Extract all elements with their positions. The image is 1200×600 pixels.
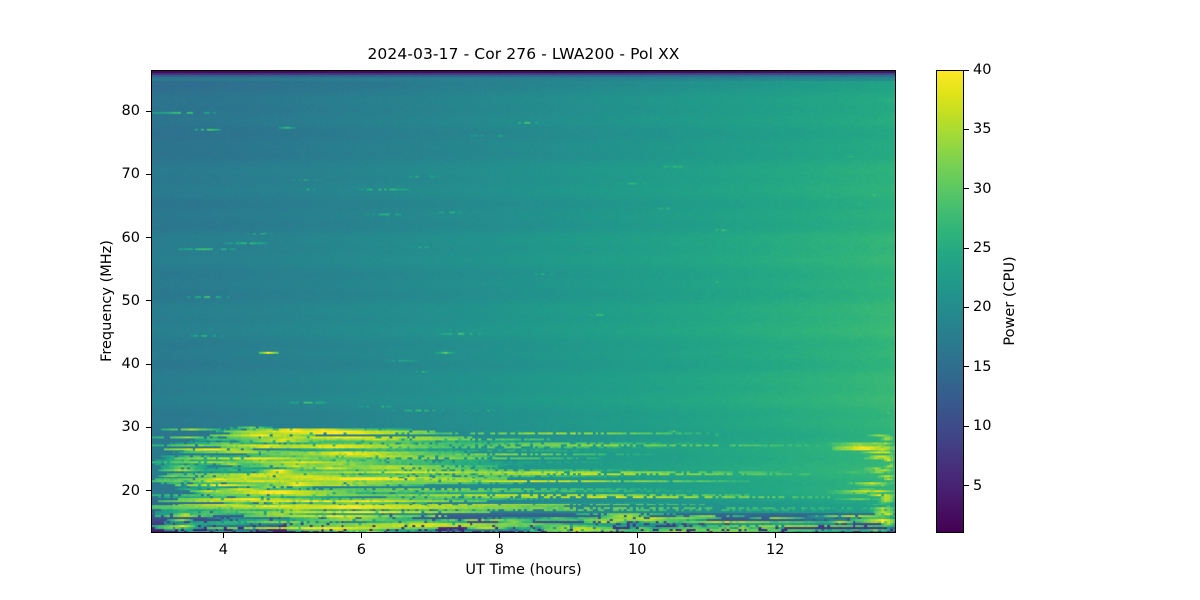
spectrogram-heatmap: [152, 71, 895, 532]
x-axis-label: UT Time (hours): [465, 562, 582, 578]
colorbar-tick-label: 10: [973, 418, 992, 435]
y-tickmark: [146, 110, 151, 112]
colorbar-tickmark: [964, 69, 969, 71]
x-tick-label: 4: [218, 542, 229, 558]
y-tickmark: [146, 490, 151, 492]
colorbar-tick-label: 35: [973, 121, 992, 138]
x-tickmark: [498, 533, 500, 538]
x-tickmark: [774, 533, 776, 538]
x-tickmark: [360, 533, 362, 538]
colorbar-tickmark: [964, 366, 969, 368]
colorbar-tickmark: [964, 247, 969, 249]
colorbar-tick-label: 20: [973, 299, 992, 316]
colorbar[interactable]: [936, 70, 964, 533]
colorbar-tickmark: [964, 306, 969, 309]
colorbar-tick-label: 25: [973, 240, 992, 257]
y-tick-label: 40: [121, 356, 140, 373]
y-tickmark: [146, 237, 151, 239]
colorbar-tickmark: [964, 425, 969, 427]
x-tick-label: 8: [494, 542, 504, 558]
page-title: 2024-03-17 - Cor 276 - LWA200 - Pol XX: [367, 45, 680, 63]
colorbar-tickmark: [964, 188, 969, 190]
y-tick-label: 50: [121, 292, 140, 309]
x-tick-label: 6: [356, 542, 366, 558]
colorbar-tick-label: 5: [973, 477, 983, 494]
y-tick-label: 30: [121, 419, 140, 436]
y-tick-label: 80: [121, 103, 140, 120]
x-tickmark: [636, 533, 638, 538]
colorbar-gradient: [937, 71, 963, 532]
y-tickmark: [146, 363, 151, 365]
colorbar-tick-label: 15: [973, 358, 992, 375]
colorbar-tick-label: 40: [973, 62, 992, 78]
y-tickmark: [146, 426, 151, 428]
y-tick-label: 60: [121, 229, 140, 246]
x-tick-label: 10: [628, 542, 647, 558]
y-tickmark: [146, 173, 151, 175]
y-tickmark: [146, 300, 151, 302]
spectrogram-axes[interactable]: [151, 70, 896, 533]
y-tick-label: 70: [121, 166, 140, 183]
x-tickmark: [222, 533, 225, 538]
colorbar-tick-label: 30: [973, 180, 992, 197]
x-tick-label: 12: [766, 542, 785, 558]
colorbar-tickmark: [964, 485, 969, 487]
y-tick-label: 20: [121, 482, 140, 499]
colorbar-tickmark: [964, 128, 969, 130]
